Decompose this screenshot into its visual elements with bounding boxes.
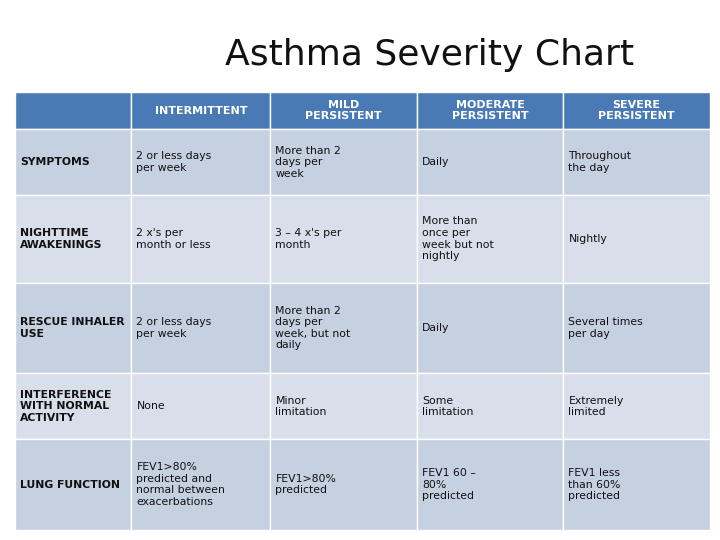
Bar <box>271 195 417 282</box>
Text: Asthma Severity Chart: Asthma Severity Chart <box>225 38 634 72</box>
Text: 2 or less days
per week: 2 or less days per week <box>137 317 212 339</box>
Bar <box>132 129 271 195</box>
Text: Some
limitation: Some limitation <box>422 395 473 417</box>
Text: None: None <box>137 401 165 411</box>
Bar <box>417 374 564 439</box>
Bar <box>15 195 132 282</box>
Bar <box>564 282 710 374</box>
Text: SEVERE
PERSISTENT: SEVERE PERSISTENT <box>598 100 675 122</box>
Bar <box>271 374 417 439</box>
Text: INTERMITTENT: INTERMITTENT <box>155 106 247 116</box>
Bar <box>132 439 271 530</box>
Bar <box>564 129 710 195</box>
Bar <box>271 439 417 530</box>
Text: Minor
limitation: Minor limitation <box>276 395 327 417</box>
Text: 3 – 4 x's per
month: 3 – 4 x's per month <box>276 228 342 249</box>
Bar <box>564 374 710 439</box>
Text: More than 2
days per
week: More than 2 days per week <box>276 145 341 179</box>
Text: FEV1 60 –
80%
predicted: FEV1 60 – 80% predicted <box>422 468 476 501</box>
Bar <box>417 195 564 282</box>
Text: FEV1 less
than 60%
predicted: FEV1 less than 60% predicted <box>569 468 621 501</box>
Bar <box>15 439 132 530</box>
Text: MILD
PERSISTENT: MILD PERSISTENT <box>305 100 382 122</box>
Bar <box>15 129 132 195</box>
Text: Several times
per day: Several times per day <box>569 317 643 339</box>
Text: FEV1>80%
predicted: FEV1>80% predicted <box>276 474 336 495</box>
Text: Nightly: Nightly <box>569 234 607 244</box>
Bar <box>417 282 564 374</box>
Bar <box>271 282 417 374</box>
Bar <box>417 129 564 195</box>
Text: INTERFERENCE
WITH NORMAL
ACTIVITY: INTERFERENCE WITH NORMAL ACTIVITY <box>20 390 112 423</box>
Text: FEV1>80%
predicted and
normal between
exacerbations: FEV1>80% predicted and normal between ex… <box>137 462 225 507</box>
Bar <box>271 129 417 195</box>
Bar <box>417 92 564 129</box>
Bar <box>132 195 271 282</box>
Text: Throughout
the day: Throughout the day <box>569 151 631 173</box>
Bar <box>15 92 132 129</box>
Bar <box>271 92 417 129</box>
Bar <box>132 92 271 129</box>
Bar <box>564 439 710 530</box>
Text: NIGHTTIME
AWAKENINGS: NIGHTTIME AWAKENINGS <box>20 228 102 249</box>
Text: SYMPTOMS: SYMPTOMS <box>20 157 89 167</box>
Text: Daily: Daily <box>422 157 449 167</box>
Text: 2 or less days
per week: 2 or less days per week <box>137 151 212 173</box>
Bar <box>132 282 271 374</box>
Text: 2 x's per
month or less: 2 x's per month or less <box>137 228 211 249</box>
Text: MODERATE
PERSISTENT: MODERATE PERSISTENT <box>452 100 528 122</box>
Text: Extremely
limited: Extremely limited <box>569 395 624 417</box>
Text: More than
once per
week but not
nightly: More than once per week but not nightly <box>422 217 494 261</box>
Bar <box>132 374 271 439</box>
Bar <box>417 439 564 530</box>
Bar <box>15 374 132 439</box>
Text: RESCUE INHALER
USE: RESCUE INHALER USE <box>20 317 125 339</box>
Text: More than 2
days per
week, but not
daily: More than 2 days per week, but not daily <box>276 306 351 350</box>
Text: LUNG FUNCTION: LUNG FUNCTION <box>20 480 120 490</box>
Text: Daily: Daily <box>422 323 449 333</box>
Bar <box>564 92 710 129</box>
Bar <box>564 195 710 282</box>
Bar <box>15 282 132 374</box>
